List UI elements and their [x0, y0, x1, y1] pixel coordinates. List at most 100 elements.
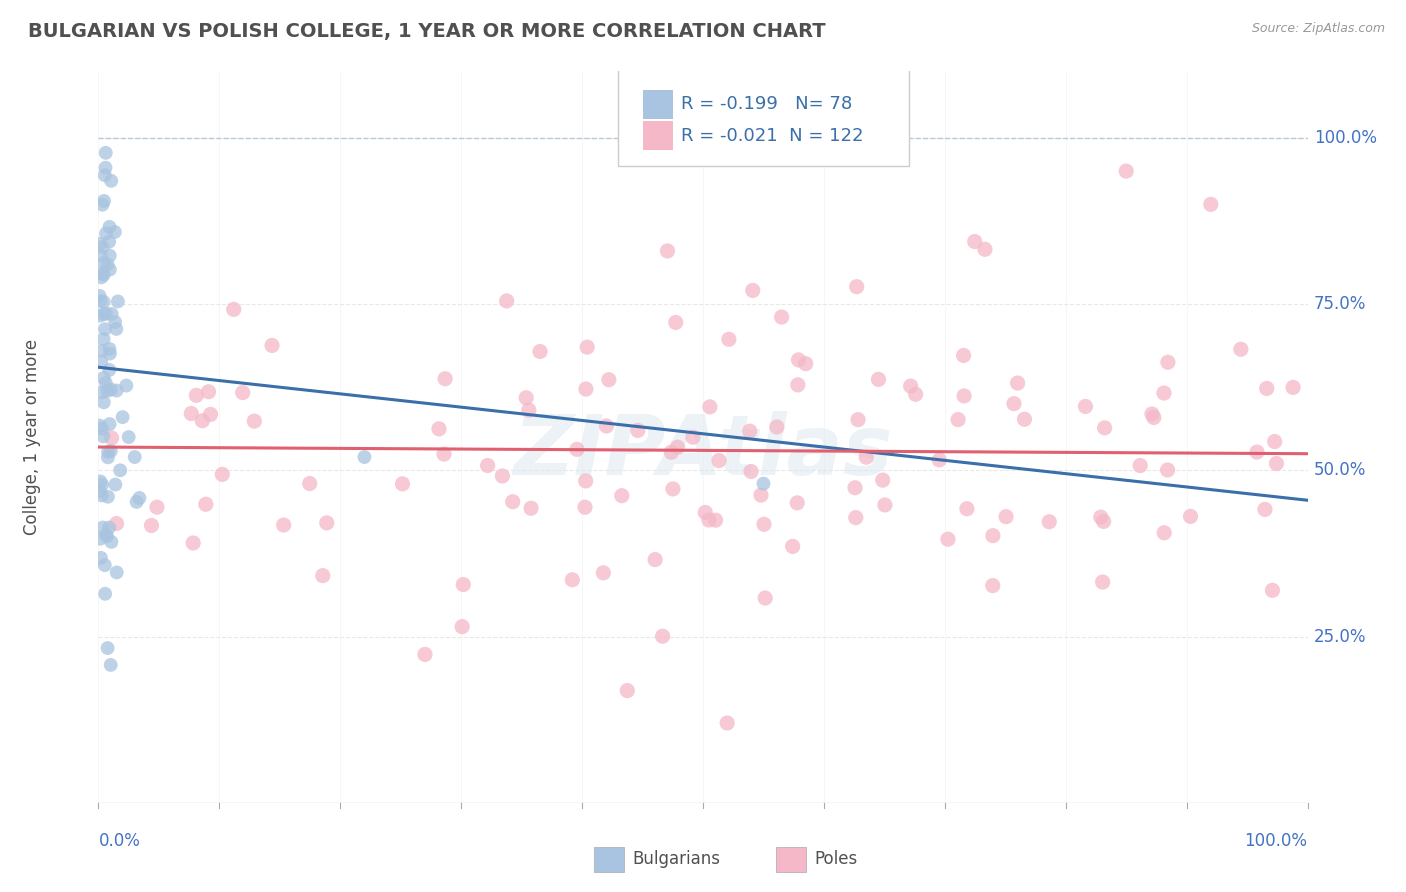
Point: [91, 240, 114, 254]
Point: [704, 513, 727, 527]
Point: [1256, 381, 1278, 395]
Point: [782, 540, 804, 554]
Text: 100.0%: 100.0%: [1244, 832, 1308, 850]
Point: [900, 379, 922, 393]
Point: [186, 388, 208, 402]
Point: [191, 414, 214, 428]
Point: [100, 534, 122, 549]
Point: [707, 453, 730, 467]
Point: [787, 352, 810, 367]
Text: BULGARIAN VS POLISH COLLEGE, 1 YEAR OR MORE CORRELATION CHART: BULGARIAN VS POLISH COLLEGE, 1 YEAR OR M…: [28, 22, 825, 41]
Point: [1282, 380, 1305, 394]
Point: [1153, 386, 1175, 401]
Point: [749, 488, 772, 502]
Point: [610, 489, 633, 503]
Point: [451, 577, 474, 591]
Text: 0.0%: 0.0%: [98, 832, 141, 850]
Point: [89, 484, 111, 499]
Point: [93, 395, 115, 409]
Point: [598, 373, 620, 387]
Point: [98, 363, 121, 377]
Point: [98, 346, 121, 360]
Point: [1115, 164, 1137, 178]
Point: [141, 518, 163, 533]
Point: [495, 293, 517, 308]
Point: [1094, 421, 1116, 435]
Point: [517, 403, 540, 417]
Bar: [776, 847, 806, 872]
Point: [682, 430, 704, 444]
Point: [98, 417, 121, 431]
Point: [312, 568, 335, 582]
Point: [91, 266, 114, 280]
Point: [592, 566, 614, 580]
Text: College, 1 year or more: College, 1 year or more: [22, 339, 41, 535]
Point: [786, 496, 808, 510]
Point: [98, 219, 121, 234]
Point: [94, 307, 117, 321]
Point: [1090, 510, 1112, 524]
Point: [575, 382, 598, 396]
Point: [574, 500, 596, 515]
Point: [93, 332, 115, 346]
Bar: [595, 847, 624, 872]
Point: [752, 517, 775, 532]
Point: [561, 573, 583, 587]
Point: [128, 491, 150, 505]
Point: [946, 412, 969, 426]
Point: [89, 475, 111, 489]
Point: [94, 161, 117, 175]
Point: [627, 424, 650, 438]
Point: [104, 315, 127, 329]
Point: [846, 412, 869, 426]
Point: [451, 620, 474, 634]
Point: [243, 414, 266, 428]
Point: [100, 657, 122, 672]
Point: [716, 716, 738, 731]
Point: [93, 307, 115, 321]
Point: [738, 424, 761, 438]
Point: [666, 440, 689, 454]
Point: [845, 279, 868, 293]
Point: [98, 262, 121, 277]
Point: [1230, 343, 1253, 357]
Point: [90, 248, 112, 262]
Point: [181, 536, 204, 550]
Point: [97, 445, 120, 459]
Point: [124, 450, 146, 464]
Point: [108, 463, 131, 477]
Point: [353, 450, 375, 464]
Point: [98, 342, 121, 356]
Text: R = -0.021  N = 122: R = -0.021 N = 122: [682, 127, 863, 145]
Point: [662, 482, 685, 496]
Point: [105, 322, 128, 336]
Point: [981, 579, 1004, 593]
Text: 25.0%: 25.0%: [1313, 628, 1367, 646]
Point: [575, 474, 598, 488]
Point: [90, 488, 112, 502]
Point: [89, 418, 111, 433]
Point: [94, 227, 117, 241]
Point: [697, 513, 720, 527]
Point: [786, 377, 808, 392]
Point: [1254, 502, 1277, 516]
Point: [740, 465, 762, 479]
Point: [89, 294, 111, 309]
Point: [770, 310, 793, 324]
Point: [434, 372, 457, 386]
Point: [96, 529, 118, 543]
Point: [100, 444, 122, 458]
Point: [232, 385, 254, 400]
Point: [995, 509, 1018, 524]
Point: [91, 520, 114, 534]
Point: [97, 490, 120, 504]
Point: [89, 309, 111, 323]
Point: [91, 197, 114, 211]
Point: [90, 355, 112, 369]
Point: [754, 591, 776, 605]
Bar: [643, 90, 673, 119]
Point: [956, 501, 979, 516]
Point: [115, 378, 138, 392]
Point: [657, 244, 679, 258]
Text: 100.0%: 100.0%: [1313, 128, 1376, 147]
